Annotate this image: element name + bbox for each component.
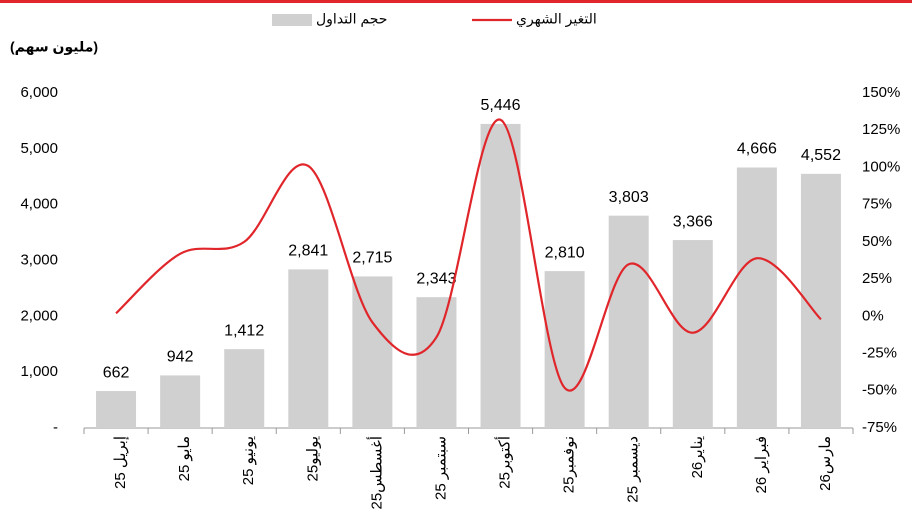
x-tick-label: مارس26 (817, 436, 834, 491)
bar-value-label: 2,810 (545, 244, 585, 261)
x-tick-label: أغسطس25 (366, 436, 385, 510)
y2-tick-label: 25% (862, 270, 892, 287)
bar-value-label: 1,412 (224, 322, 264, 339)
bar (608, 215, 649, 428)
y2-tick-label: 50% (862, 233, 892, 250)
bar-value-label: 2,841 (288, 243, 328, 260)
bar-value-label: 2,715 (352, 250, 392, 267)
y2-tick-label: -25% (862, 345, 897, 362)
bar (160, 375, 201, 428)
y2-tick-label: -75% (862, 419, 897, 436)
legend-swatch (272, 14, 312, 26)
bar-value-label: 5,446 (481, 97, 521, 114)
y-axis-label: (مليون سهم) (10, 39, 98, 56)
y-tick-label: 3,000 (20, 251, 58, 268)
y2-tick-label: 125% (862, 121, 900, 138)
y2-tick-label: 0% (862, 307, 884, 324)
bar (96, 391, 137, 428)
x-tick-label: ديسمبر 25 (625, 436, 642, 503)
top-rule (0, 0, 912, 3)
x-tick-label: يوليو25 (304, 436, 321, 481)
y-tick-label: 6,000 (20, 84, 58, 101)
legend-label: حجم التداول (316, 11, 387, 28)
x-tick-label: فبراير 26 (753, 436, 770, 493)
y2-tick-label: -50% (862, 382, 897, 399)
bar (800, 173, 841, 428)
y2-tick-label: 75% (862, 196, 892, 213)
bar (416, 297, 457, 428)
legend-label: التغير الشهري (516, 11, 597, 28)
y2-tick-label: 100% (862, 158, 900, 175)
y2-tick-label: 150% (862, 84, 900, 101)
bar (736, 167, 777, 428)
bar (480, 123, 521, 428)
bar-value-label: 4,666 (737, 141, 777, 158)
bar (352, 276, 393, 428)
y-tick-label: 4,000 (20, 196, 58, 213)
bar-value-label: 3,803 (609, 189, 649, 206)
bar-value-label: 4,552 (801, 147, 841, 164)
y-tick-label: 5,000 (20, 140, 58, 157)
y-tick-label: 1,000 (20, 363, 58, 380)
x-tick-label: إبريل 25 (112, 436, 129, 489)
bar (288, 269, 329, 428)
x-tick-label: مايو 25 (176, 436, 193, 481)
line (115, 118, 822, 392)
x-tick-label: نوفمبر25 (561, 436, 578, 493)
bar-value-label: 662 (103, 364, 130, 381)
y-tick-label: - (53, 419, 58, 436)
bar (672, 240, 713, 428)
x-tick-label: سبتمبر 25 (432, 436, 449, 500)
bar (224, 349, 265, 428)
x-tick-label: يونيو 25 (240, 436, 257, 485)
x-tick-label: يناير26 (689, 436, 706, 478)
y-tick-label: 2,000 (20, 307, 58, 324)
bar-value-label: 942 (167, 349, 194, 366)
bar-value-label: 3,366 (673, 213, 713, 230)
bar-value-label: 2,343 (416, 270, 456, 287)
x-tick-label: أكتوبر25 (495, 436, 514, 489)
